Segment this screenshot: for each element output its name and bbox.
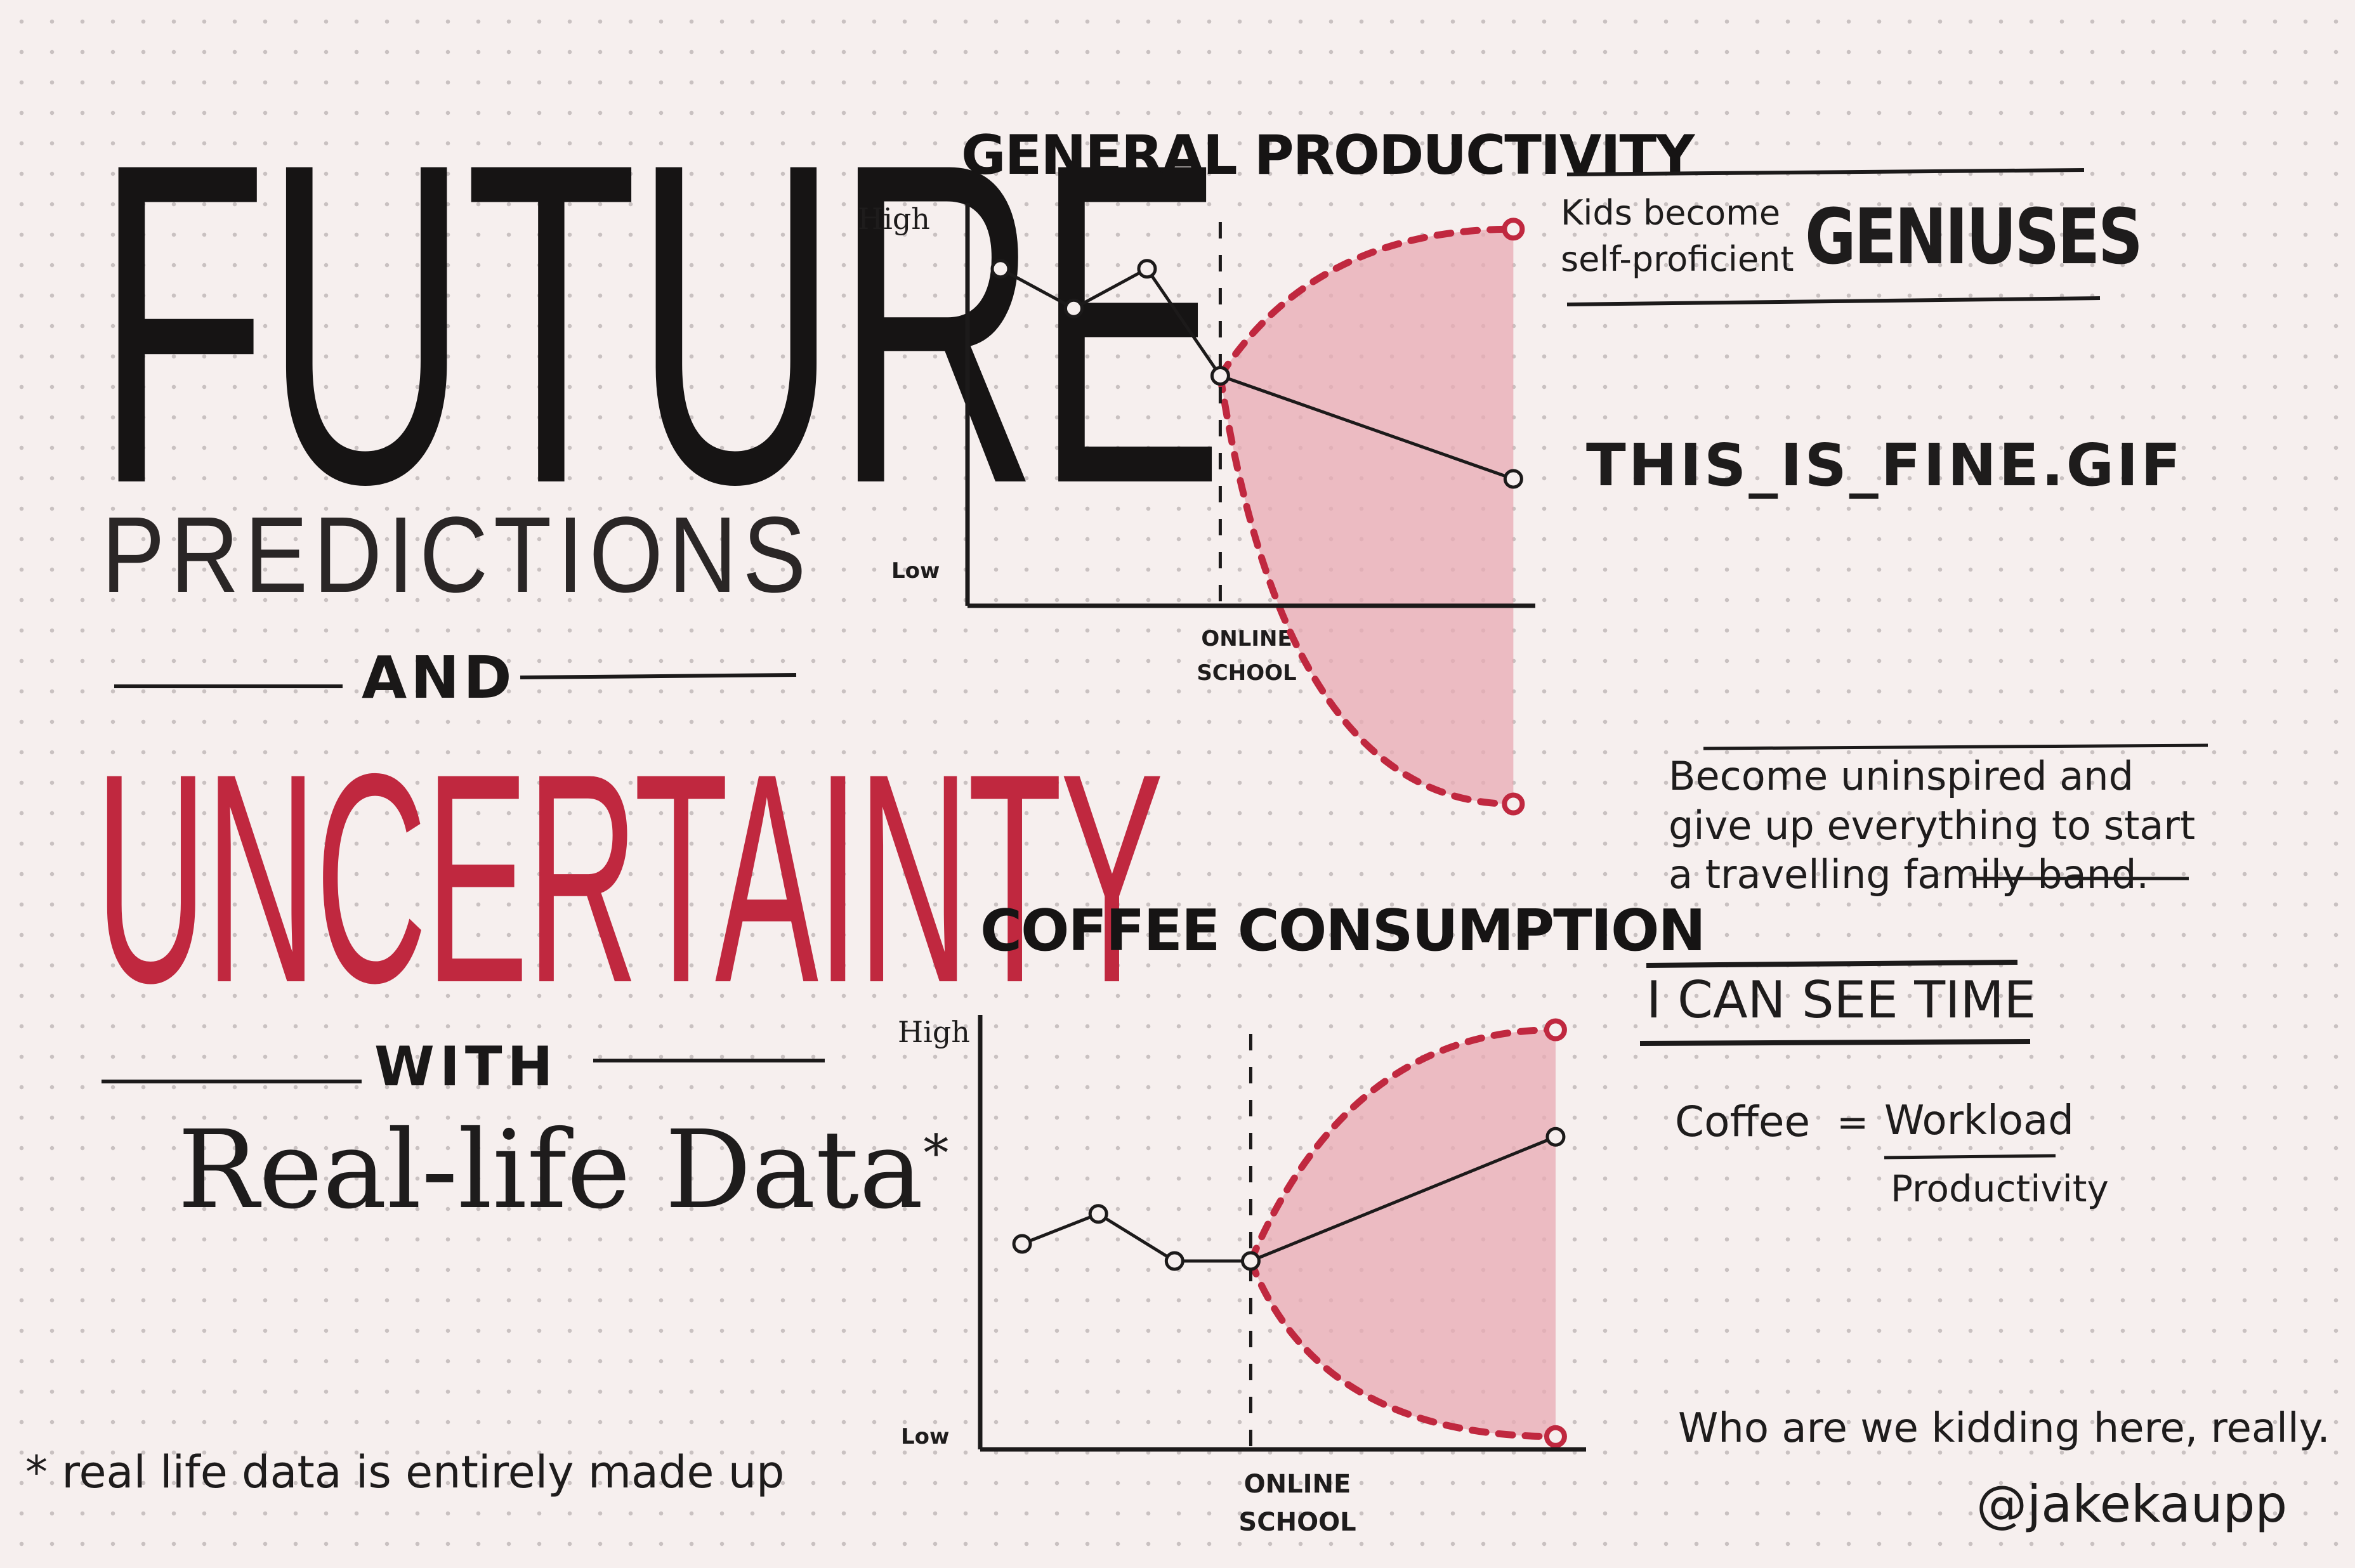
uncertainty-upper-bound <box>1247 1026 1559 1265</box>
data-point <box>1063 298 1084 318</box>
title-and: AND <box>362 644 516 712</box>
chart-1-title: GENERAL PRODUCTIVITY <box>961 124 1695 187</box>
chart-2-ytick-high: High <box>898 1015 970 1049</box>
data-point <box>1503 469 1523 489</box>
title-with: WITH <box>374 1035 558 1099</box>
data-point <box>1164 1251 1184 1271</box>
upper-bound-endpoint <box>1502 218 1525 241</box>
author-handle: @jakekaupp <box>1976 1475 2288 1534</box>
upper-bound-endpoint <box>1544 1018 1567 1042</box>
genius-rule-top <box>1566 168 2085 176</box>
chart-1-ytick-low: Low <box>891 558 940 584</box>
formula-eq: = <box>1837 1101 1869 1145</box>
data-point <box>1137 259 1157 279</box>
footnote: * real life data is entirely made up <box>25 1446 785 1498</box>
see-time-rule-top <box>1646 960 2018 968</box>
formula-fraction-bar <box>1884 1154 2056 1160</box>
uncertainty-band <box>1250 1029 1556 1437</box>
uncertainty-upper-bound <box>1216 225 1517 379</box>
real-life-text: Real-life Data <box>178 1107 924 1233</box>
annotation-see-time: I CAN SEE TIME <box>1646 970 2037 1029</box>
title-future: FUTURE <box>95 68 1224 578</box>
real-life-asterisk: * <box>923 1123 949 1183</box>
title-predictions: PREDICTIONS <box>102 495 812 615</box>
uncertainty-band <box>1220 229 1514 804</box>
chart-1-ytick-high: High <box>858 202 930 236</box>
title-uncertainty: UNCERTAINTY <box>95 712 1164 1045</box>
rule-and-right <box>520 673 797 679</box>
lower-bound-endpoint <box>1502 792 1525 816</box>
formula-left: Coffee <box>1675 1097 1811 1146</box>
annotation-band: Become uninspired and give up everything… <box>1669 753 2196 898</box>
data-point <box>1545 1127 1566 1147</box>
data-point <box>1012 1234 1032 1254</box>
annotation-kidding: Who are we kidding here, really. <box>1678 1405 2330 1452</box>
formula-denominator: Productivity <box>1891 1167 2109 1210</box>
see-time-rule-bottom <box>1639 1039 2031 1046</box>
annotation-this-is-fine: THIS_IS_FINE.GIF <box>1586 431 2184 499</box>
chart-2-title: COFFEE CONSUMPTION <box>980 898 1706 964</box>
title-real-life-data: Real-life Data* <box>178 1116 948 1224</box>
uncertainty-lower-bound <box>1247 1257 1559 1441</box>
band-rule-top <box>1703 743 2208 750</box>
lower-bound-endpoint <box>1544 1425 1567 1448</box>
data-point <box>1240 1251 1261 1271</box>
genius-rule-bottom <box>1566 296 2101 306</box>
formula-numerator: Workload <box>1884 1097 2074 1144</box>
chart-2-ytick-low: Low <box>901 1424 950 1449</box>
uncertainty-lower-bound <box>1216 372 1517 807</box>
chart-2-xlabel: ONLINE SCHOOL <box>1238 1470 1356 1537</box>
annotation-geniuses: GENIUSES <box>1805 193 2143 282</box>
annotation-upper-small: Kids become self-proficient <box>1561 193 1794 279</box>
data-point <box>1088 1204 1108 1224</box>
data-point <box>990 259 1011 279</box>
chart-1-xlabel: ONLINE SCHOOL <box>1197 626 1297 686</box>
data-point <box>1210 366 1230 386</box>
